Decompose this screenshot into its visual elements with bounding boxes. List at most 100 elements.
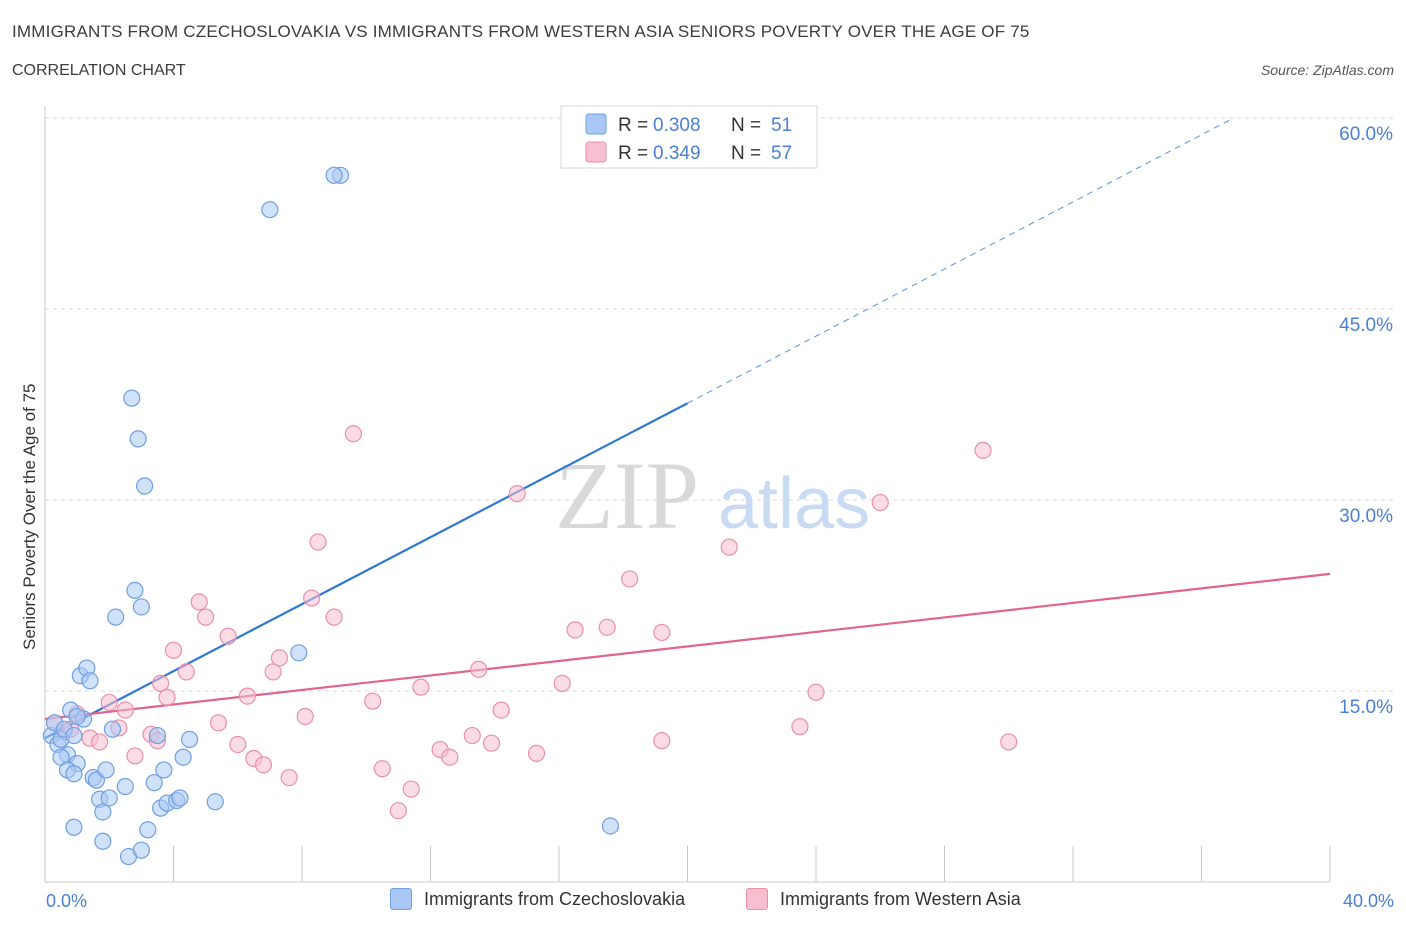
watermark-atlas: atlas: [718, 464, 870, 544]
grid-lines: [45, 117, 1395, 692]
point-czechoslovakia: [206, 793, 224, 811]
legend-swatch-pink: [585, 141, 607, 163]
point-western-asia: [91, 733, 109, 751]
point-western-asia: [197, 608, 215, 626]
point-western-asia: [325, 608, 343, 626]
point-czechoslovakia: [148, 726, 167, 745]
chart-subtitle: CORRELATION CHART: [12, 62, 186, 79]
point-czechoslovakia: [132, 841, 150, 859]
point-western-asia: [807, 683, 825, 701]
x-tick-max: 40.0%: [1342, 891, 1394, 911]
point-western-asia: [152, 674, 170, 692]
point-western-asia: [653, 623, 671, 642]
point-czechoslovakia: [94, 832, 112, 850]
point-czechoslovakia: [261, 201, 279, 219]
point-western-asia: [463, 726, 481, 745]
point-czechoslovakia: [132, 598, 150, 616]
point-western-asia: [364, 692, 382, 710]
point-czechoslovakia: [180, 730, 199, 748]
point-czechoslovakia: [65, 726, 83, 745]
trend-lines: [44, 117, 1331, 740]
legend-box: R = 0.308 N = 51 R = 0.349 N = 57: [560, 105, 818, 169]
point-western-asia: [492, 701, 510, 719]
point-czechoslovakia: [65, 818, 83, 836]
point-czechoslovakia: [155, 761, 173, 779]
point-czechoslovakia: [97, 761, 115, 779]
point-western-asia: [219, 627, 237, 645]
point-czechoslovakia: [139, 821, 157, 839]
point-western-asia: [190, 593, 208, 611]
legend-item-czechoslovakia[interactable]: Immigrants from Czechoslovakia: [390, 888, 685, 910]
point-czechoslovakia: [325, 166, 343, 184]
y-tick-label: 30.0%: [1339, 506, 1393, 527]
point-czechoslovakia: [100, 789, 118, 807]
point-western-asia: [373, 760, 391, 778]
point-western-asia: [270, 649, 289, 667]
point-czechoslovakia: [68, 707, 86, 726]
point-czechoslovakia: [171, 789, 189, 807]
trend-line-western-asia: [44, 572, 1331, 721]
legend-r-value-1: 0.308: [653, 115, 701, 136]
point-czechoslovakia: [126, 581, 144, 600]
legend-n-label-2: N =: [731, 143, 761, 164]
trend-line-czechoslovakia-extension: [687, 117, 1234, 404]
bottom-legend: Immigrants from Czechoslovakia Immigrant…: [0, 888, 1406, 916]
point-czechoslovakia: [65, 765, 83, 783]
point-czechoslovakia: [135, 477, 154, 495]
point-western-asia: [402, 780, 420, 798]
point-czechoslovakia: [107, 608, 125, 626]
point-western-asia: [1000, 733, 1018, 751]
point-western-asia: [527, 744, 546, 762]
point-western-asia: [296, 707, 314, 726]
watermark: ZIP atlas: [555, 442, 870, 549]
point-western-asia: [158, 688, 176, 706]
point-western-asia: [280, 768, 298, 787]
legend-n-value-1: 51: [771, 115, 792, 136]
trend-line-czechoslovakia: [44, 402, 689, 740]
point-czechoslovakia: [116, 777, 134, 796]
point-western-asia: [177, 663, 195, 681]
point-western-asia: [621, 570, 639, 588]
point-western-asia: [100, 693, 118, 712]
point-western-asia: [344, 425, 362, 443]
legend-swatch-blue: [585, 113, 607, 135]
point-western-asia: [791, 718, 809, 736]
point-czechoslovakia: [81, 672, 99, 690]
legend-swatch-western-asia: [746, 888, 768, 910]
point-czechoslovakia: [103, 720, 122, 738]
point-czechoslovakia: [174, 748, 192, 766]
legend-item-western-asia[interactable]: Immigrants from Western Asia: [746, 888, 1021, 910]
y-tick-label: 60.0%: [1339, 124, 1393, 145]
point-western-asia: [209, 714, 228, 732]
legend-swatch-czechoslovakia: [390, 888, 412, 910]
x-tick-min: 0.0%: [46, 891, 88, 911]
point-western-asia: [229, 735, 247, 754]
axes: [44, 106, 1331, 883]
point-western-asia: [974, 441, 992, 459]
chart-title: IMMIGRANTS FROM CZECHOSLOVAKIA VS IMMIGR…: [12, 22, 1030, 41]
point-western-asia: [126, 747, 144, 765]
point-czechoslovakia: [94, 803, 112, 821]
point-western-asia: [309, 533, 327, 551]
data-points: [42, 166, 1018, 866]
point-western-asia: [653, 732, 671, 750]
point-czechoslovakia: [145, 774, 163, 792]
point-western-asia: [720, 538, 738, 556]
point-western-asia: [412, 678, 430, 696]
point-western-asia: [116, 701, 134, 719]
legend-r-value-2: 0.349: [653, 143, 701, 164]
watermark-zip: ZIP: [555, 442, 699, 549]
point-western-asia: [389, 802, 407, 820]
point-western-asia: [508, 485, 526, 503]
point-western-asia: [238, 687, 256, 705]
y-tick-label: 45.0%: [1339, 315, 1393, 336]
point-western-asia: [470, 660, 488, 678]
y-tick-label: 15.0%: [1339, 697, 1393, 718]
legend-n-value-2: 57: [771, 143, 792, 164]
point-western-asia: [254, 756, 273, 774]
point-western-asia: [598, 618, 616, 636]
point-western-asia: [303, 589, 321, 607]
point-czechoslovakia: [290, 644, 308, 662]
point-czechoslovakia: [129, 430, 147, 448]
